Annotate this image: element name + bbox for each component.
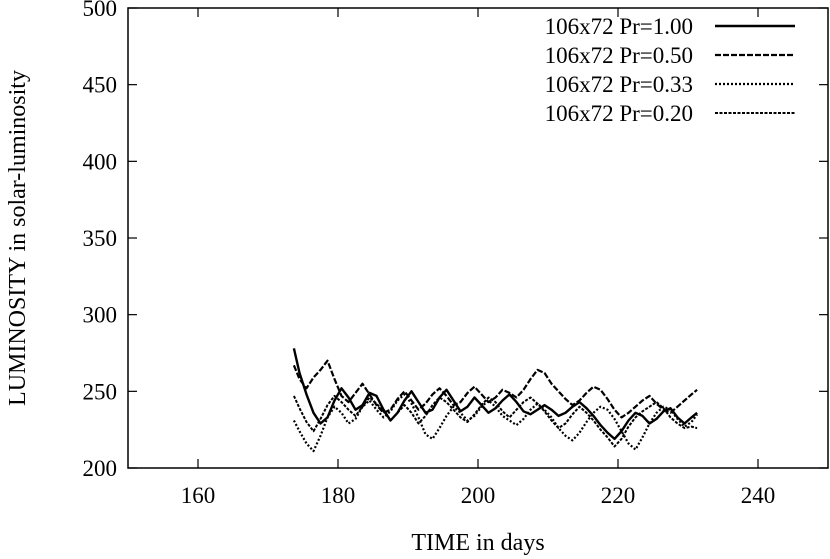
axis-ticks: 160 180 200 220 240 200 250 300 350 400 450 500 bbox=[83, 0, 828, 508]
plot-frame bbox=[127, 7, 829, 469]
series-layer bbox=[292, 348, 698, 453]
y-tick-label: 200 bbox=[83, 456, 118, 481]
y-tick-label: 450 bbox=[83, 73, 118, 98]
legend-label: 106x72 Pr=1.00 bbox=[545, 14, 693, 39]
y-tick-label: 400 bbox=[83, 149, 118, 174]
series-line-4 bbox=[292, 394, 698, 448]
x-tick-label: 240 bbox=[741, 483, 776, 508]
x-tick-label: 160 bbox=[181, 483, 216, 508]
y-axis-title: LUMINOSITY in solar-luminosity bbox=[5, 70, 31, 406]
legend: 106x72 Pr=1.00 106x72 Pr=0.50 106x72 Pr=0.… bbox=[545, 14, 795, 126]
x-tick-label: 200 bbox=[461, 483, 496, 508]
y-tick-label: 250 bbox=[83, 379, 118, 404]
legend-label: 106x72 Pr=0.33 bbox=[545, 72, 693, 97]
series-line-1 bbox=[292, 348, 698, 441]
x-axis-title: TIME in days bbox=[411, 530, 544, 556]
x-tick-label: 220 bbox=[601, 483, 636, 508]
legend-label: 106x72 Pr=0.50 bbox=[545, 43, 693, 68]
legend-label: 106x72 Pr=0.20 bbox=[545, 101, 693, 126]
y-tick-label: 300 bbox=[83, 303, 118, 328]
y-tick-label: 350 bbox=[83, 226, 118, 251]
series-line-2 bbox=[292, 359, 698, 419]
y-tick-label: 500 bbox=[83, 0, 118, 21]
x-tick-label: 180 bbox=[321, 483, 356, 508]
